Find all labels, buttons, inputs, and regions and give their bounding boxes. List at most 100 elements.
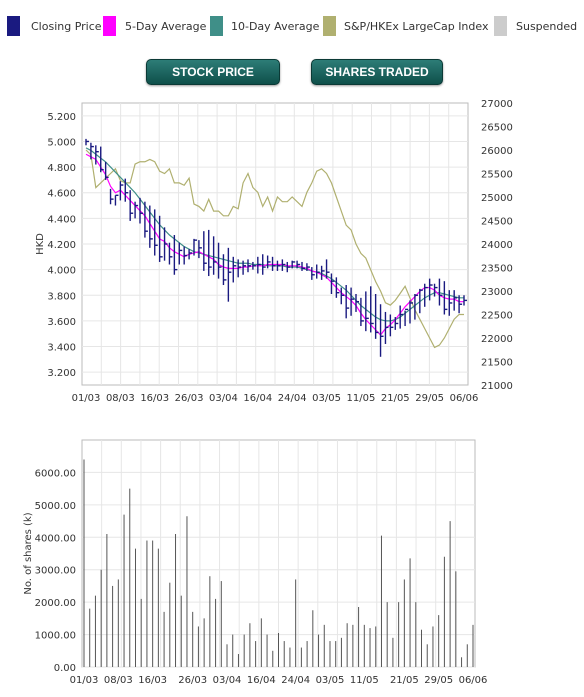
x-tick-label: 24/04: [278, 393, 307, 404]
y-tick-label: 4.600: [47, 189, 76, 200]
price-bar: [414, 293, 418, 320]
price-bar: [424, 283, 428, 307]
y-tick-label: 3.600: [47, 317, 76, 328]
price-bar: [104, 161, 109, 180]
price-bar: [433, 283, 438, 297]
price-bar: [448, 290, 453, 316]
y2-tick-label: 22000: [481, 334, 513, 345]
volume-horizontal-grid: [82, 471, 475, 668]
x-tick-label: 21/05: [381, 393, 410, 404]
price-bar: [134, 201, 139, 219]
y-tick-label: 4.800: [47, 163, 76, 174]
x-tick-label: 16/03: [140, 393, 169, 404]
price-bar: [443, 281, 448, 315]
y2-tick-label: 21500: [481, 358, 513, 369]
price-bar: [242, 260, 247, 275]
legend-swatch-closing-price: [7, 16, 20, 36]
chart-legend: Closing Price 5-Day Average 10-Day Avera…: [0, 0, 584, 40]
price-bar: [217, 242, 222, 279]
price-bar: [85, 138, 89, 146]
price-bar: [399, 305, 404, 329]
x-tick-label: 08/03: [106, 393, 135, 404]
price-bar: [428, 278, 433, 301]
price-bar: [193, 238, 197, 256]
x-tick-label: 06/06: [459, 675, 488, 686]
price-bar: [306, 263, 310, 271]
price-bar: [158, 215, 163, 262]
legend-label-sp-hkex-largecap-index: S&P/HKEx LargeCap Index: [344, 20, 489, 33]
y2-tick-label: 24500: [481, 217, 513, 228]
price-bar: [252, 261, 256, 270]
price-bar: [129, 190, 134, 221]
y2-tick-label: 21000: [481, 381, 513, 392]
legend-swatch-sp-hkex-largecap-index: [323, 16, 336, 36]
price-bar: [188, 249, 193, 260]
price-bar: [144, 201, 148, 238]
price-bar: [320, 265, 325, 280]
price-bar: [232, 256, 237, 283]
x-tick-label: 29/05: [424, 675, 453, 686]
price-bar: [389, 314, 394, 337]
legend-label-closing-price: Closing Price: [31, 20, 102, 33]
legend-label-10-day-average: 10-Day Average: [231, 20, 320, 33]
price-bar: [316, 264, 320, 279]
x-tick-label: 01/03: [72, 393, 101, 404]
price-bar: [198, 240, 202, 259]
y-axis-label: HKD: [35, 233, 46, 255]
y-tick-label: 6000.00: [35, 468, 76, 479]
price-bar: [257, 256, 261, 274]
price-bar: [286, 261, 291, 273]
price-bar: [183, 246, 188, 265]
y2-tick-label: 23000: [481, 287, 513, 298]
y-tick-label: 0.00: [54, 663, 76, 674]
y-tick-label: 5000.00: [35, 501, 76, 512]
price-bar: [208, 229, 212, 277]
price-bar: [271, 256, 276, 271]
y2-tick-label: 26500: [481, 123, 513, 134]
shares-traded-button[interactable]: SHARES TRADED: [311, 59, 443, 85]
price-bar: [173, 235, 178, 275]
price-bar: [365, 291, 369, 332]
y2-tick-label: 27000: [481, 99, 513, 110]
y-tick-label: 4.400: [47, 214, 76, 225]
y-tick-label: 3.400: [47, 343, 76, 354]
price-bar: [404, 308, 409, 327]
x-tick-label: 29/05: [415, 393, 444, 404]
price-bar: [247, 259, 251, 273]
price-bar: [139, 197, 143, 224]
y-tick-label: 5.200: [47, 112, 76, 123]
y2-tick-label: 25000: [481, 193, 513, 204]
legend-swatch-10-day-average: [210, 16, 223, 36]
price-bar: [335, 277, 340, 298]
price-bar: [291, 260, 296, 269]
y-tick-label: 4.000: [47, 266, 76, 277]
y-axis-label: No. of shares (k): [23, 512, 34, 594]
price-bar: [262, 254, 266, 275]
price-bar: [370, 286, 374, 333]
x-tick-label: 11/05: [350, 675, 379, 686]
stock-price-button[interactable]: STOCK PRICE: [146, 59, 280, 85]
y-tick-label: 3000.00: [35, 566, 76, 577]
price-bar: [345, 285, 350, 319]
y2-tick-label: 22500: [481, 311, 513, 322]
legend-swatch-suspended: [494, 16, 507, 36]
price-bar: [149, 205, 153, 248]
price-bar: [227, 247, 232, 302]
x-tick-label: 26/03: [178, 675, 207, 686]
price-bar: [237, 259, 242, 278]
series-5-day-average: [85, 153, 464, 336]
legend-label-5-day-average: 5-Day Average: [125, 20, 207, 33]
price-bar: [119, 181, 124, 201]
volume-vertical-grid: [101, 440, 456, 667]
y-tick-label: 2000.00: [35, 598, 76, 609]
legend-swatch-5-day-average: [103, 16, 116, 36]
y-tick-label: 5.000: [47, 137, 76, 148]
x-tick-label: 21/05: [390, 675, 419, 686]
price-bar: [266, 255, 271, 269]
x-tick-label: 06/06: [450, 393, 479, 404]
y2-tick-label: 24000: [481, 240, 513, 251]
price-bar: [168, 242, 173, 265]
price-bar: [114, 194, 119, 206]
price-bar: [325, 259, 330, 279]
